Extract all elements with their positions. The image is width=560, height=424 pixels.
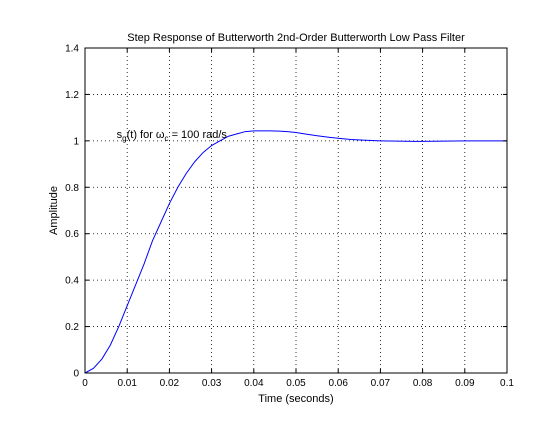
x-tick-label: 0.01 [117,378,137,389]
x-tick-label: 0.04 [244,378,264,389]
x-tick-label: 0.05 [286,378,306,389]
ticks: 0 0.01 0.02 0.03 0.04 0.05 0.06 0.07 0.08 0.09 0.1… [65,44,514,390]
y-tick-label: 0.8 [65,183,79,194]
y-tick-label: 1.2 [65,90,79,101]
x-tick-label: 0.08 [413,378,433,389]
series-layer [84,130,507,374]
axes-background [85,48,507,373]
curve-annotation: sg(t) for ωc = 100 rad/s [117,129,228,143]
series-line [84,130,507,374]
y-tick-label: 0 [73,369,79,380]
chart-title: Step Response of Butterworth 2nd-Order B… [127,32,465,44]
y-tick-label: 1.4 [65,44,79,55]
x-tick-label: 0.03 [202,378,222,389]
y-tick-label: 0.2 [65,322,79,333]
y-axis-label: Amplitude [48,186,60,235]
x-axis-label: Time (seconds) [258,393,333,405]
x-tick-label: 0.1 [500,378,514,389]
x-tick-label: 0.07 [371,378,391,389]
y-tick-label: 0.6 [65,229,79,240]
x-tick-label: 0.02 [160,378,180,389]
x-tick-label: 0 [82,378,88,389]
y-tick-label: 0.4 [65,276,79,287]
x-tick-label: 0.06 [328,378,348,389]
x-tick-label: 0.09 [455,378,475,389]
y-tick-label: 1 [73,136,79,147]
